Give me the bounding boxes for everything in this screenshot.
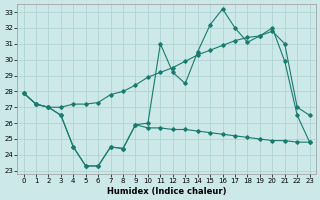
X-axis label: Humidex (Indice chaleur): Humidex (Indice chaleur) xyxy=(107,187,226,196)
